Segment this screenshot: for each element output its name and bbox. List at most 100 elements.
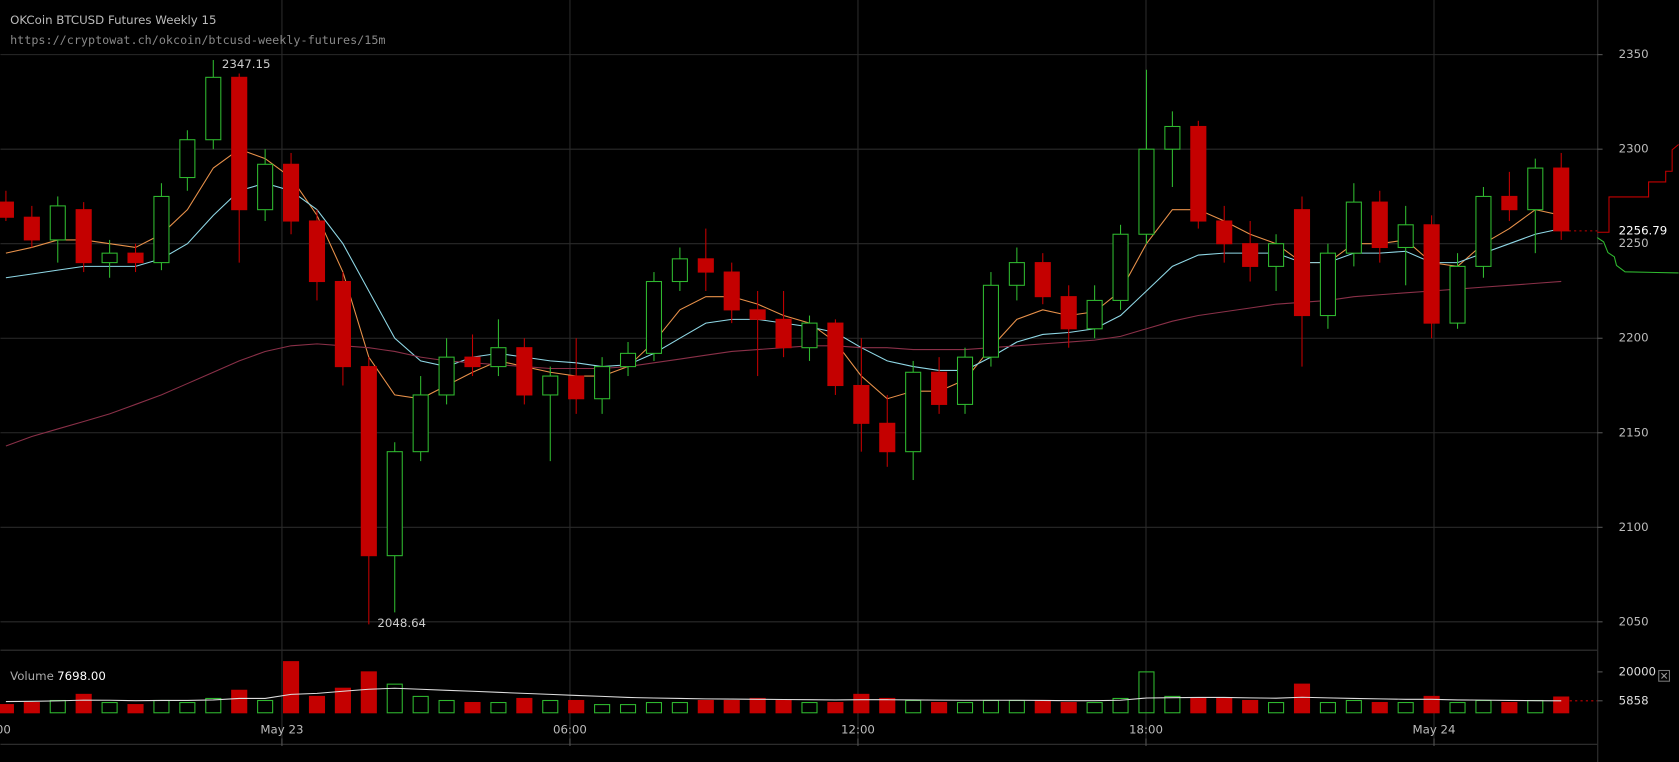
candle-body — [775, 318, 792, 349]
candle-body — [412, 394, 429, 453]
candle-body — [360, 366, 377, 557]
depth-bids — [1596, 237, 1679, 274]
volume-bar — [931, 702, 948, 714]
volume-bar — [853, 693, 870, 714]
x-tick-label: May 23 — [260, 722, 303, 736]
volume-bar — [1164, 695, 1181, 714]
volume-bar — [1190, 697, 1207, 714]
volume-bar — [905, 699, 922, 714]
volume-bar — [1423, 695, 1440, 714]
candle-body — [801, 322, 818, 349]
candle-body — [516, 347, 533, 396]
volume-bar — [1268, 702, 1285, 714]
volume-bar — [697, 699, 714, 714]
candle-body — [1008, 262, 1025, 286]
volume-bar — [1242, 699, 1259, 714]
chart-title: OKCoin BTCUSD Futures Weekly 15 — [10, 13, 216, 27]
candle-body — [153, 195, 170, 264]
candle-body — [1423, 224, 1440, 324]
volume-bar — [438, 699, 455, 714]
candle-body — [490, 347, 507, 368]
y-tick-label: 2100 — [1619, 520, 1649, 534]
candle-body — [879, 422, 896, 453]
volume-bar — [542, 699, 559, 714]
y-tick-label: 2350 — [1619, 47, 1649, 61]
depth-asks — [1597, 144, 1679, 233]
x-tick-label: May 24 — [1412, 722, 1455, 736]
volume-bar — [386, 683, 403, 714]
x-tick-label: 06:00 — [553, 722, 587, 736]
marks — [0, 60, 1598, 714]
volume-bar — [101, 702, 118, 714]
volume-bar — [594, 704, 611, 714]
candle-body — [283, 163, 300, 222]
candle-body — [1242, 243, 1259, 267]
volume-bar — [749, 697, 766, 714]
candle-body — [853, 384, 870, 424]
candle-body — [956, 356, 974, 405]
volume-bar — [0, 704, 14, 714]
low-label: 2048.64 — [377, 616, 426, 630]
volume-bar — [568, 699, 585, 714]
candle-body — [23, 216, 40, 241]
candle-body — [1449, 265, 1466, 324]
high-label: 2347.15 — [222, 57, 271, 71]
volume-bar — [1216, 697, 1233, 714]
candle-body — [905, 371, 922, 453]
candle-body — [257, 163, 274, 211]
candle-body — [101, 252, 118, 264]
candle-body — [438, 356, 455, 396]
candle-body — [1345, 201, 1362, 254]
volume-bar — [231, 689, 248, 714]
candle-body — [1086, 299, 1103, 330]
volume-bar — [1086, 702, 1103, 714]
volume-bar — [334, 687, 351, 714]
labels: OKCoin BTCUSD Futures Weekly 15 https://… — [0, 13, 1667, 737]
volume-bar — [464, 702, 481, 714]
candle-body — [542, 375, 559, 396]
candle-body — [594, 366, 611, 400]
volume-bar — [645, 702, 663, 714]
volume-bar — [516, 697, 533, 714]
candle-body — [464, 356, 481, 368]
volume-bar — [412, 695, 429, 714]
close-button[interactable] — [1658, 669, 1670, 682]
volume-bar — [283, 661, 300, 714]
volume-bar — [671, 702, 688, 714]
volume-bar — [1138, 671, 1155, 714]
candle-body — [1190, 125, 1207, 222]
volume-bar — [1293, 683, 1311, 714]
volume-bar — [879, 697, 896, 714]
candle-body — [1060, 296, 1077, 330]
volume-bar — [1371, 702, 1388, 714]
y-tick-label: 2150 — [1619, 425, 1649, 439]
close-icon — [1661, 672, 1668, 679]
volume-bar — [1034, 699, 1051, 714]
volume-bar — [1319, 702, 1336, 714]
candle-body — [1553, 167, 1570, 232]
candle-body — [1371, 201, 1388, 249]
volume-label: Volume — [10, 669, 54, 683]
candle-body — [697, 258, 714, 273]
candle-body — [1216, 220, 1233, 245]
candle-body — [0, 201, 14, 218]
candle-body — [645, 280, 663, 354]
candle-body — [179, 139, 196, 179]
volume-average-line — [5, 687, 1562, 703]
candle-body — [334, 280, 351, 368]
candle-body — [723, 271, 740, 311]
y-tick-label: 2250 — [1619, 236, 1649, 250]
candle-body — [1397, 224, 1414, 249]
x-tick-label: 00:00 — [0, 722, 11, 736]
volume-bar — [75, 693, 92, 714]
candle-body — [1527, 167, 1544, 211]
candle-body — [827, 322, 844, 387]
candle-body — [1319, 252, 1336, 317]
volume-bar — [775, 699, 792, 714]
volume-bar — [360, 671, 377, 714]
candle-body — [386, 451, 403, 557]
candle-body — [931, 371, 948, 405]
volume-bar — [1449, 702, 1466, 714]
volume-bar — [490, 702, 507, 714]
volume-bar — [257, 699, 274, 714]
